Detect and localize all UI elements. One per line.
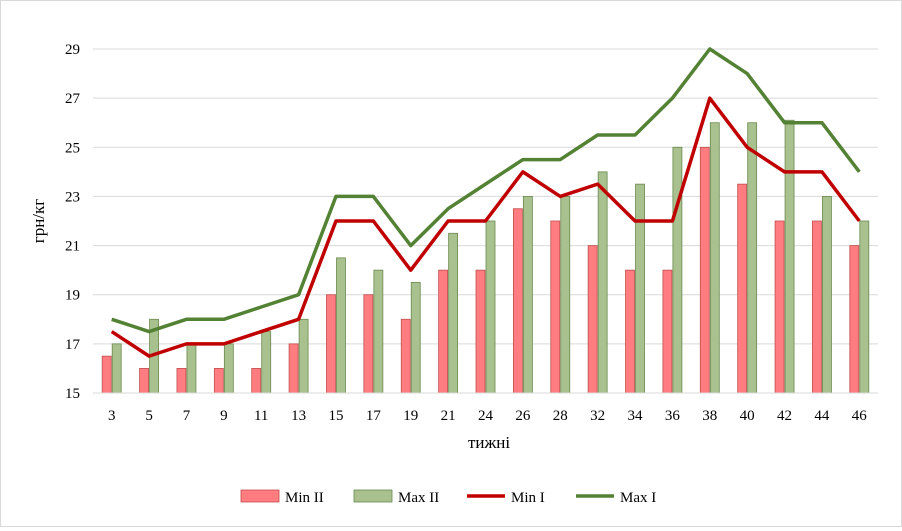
bar-min-ii	[699, 146, 710, 394]
bar-max-ii	[672, 146, 683, 394]
bar-max-ii	[522, 196, 533, 394]
x-tick-label: 17	[366, 408, 382, 424]
x-tick-label: 21	[441, 408, 456, 424]
bar-max-ii	[261, 331, 272, 394]
y-tick-label: 15	[65, 386, 80, 402]
y-tick-label: 21	[65, 239, 80, 255]
bar-min-ii	[326, 294, 336, 394]
bar-min-ii	[587, 245, 598, 394]
x-tick-label: 28	[553, 408, 568, 424]
x-tick-label: 11	[254, 408, 268, 424]
bar-max-ii	[597, 171, 608, 394]
y-tick-label: 17	[65, 337, 81, 353]
bar-min-ii	[438, 269, 449, 394]
y-axis-title: грн/кг	[29, 199, 48, 244]
legend-swatch-min-ii	[240, 489, 280, 503]
x-axis-title: тижні	[468, 433, 510, 452]
bar-max-ii	[298, 318, 309, 394]
y-tick-label: 29	[65, 42, 80, 58]
bar-max-ii	[186, 343, 197, 394]
x-tick-label: 13	[291, 408, 306, 424]
x-tick-label: 24	[478, 408, 494, 424]
legend-swatch-max-ii	[353, 489, 393, 503]
line-max-i	[111, 47, 861, 334]
bar-max-ii	[747, 122, 758, 394]
x-tick-label: 40	[740, 408, 755, 424]
y-tick-label: 27	[65, 91, 81, 107]
bar-max-ii	[560, 196, 571, 394]
bar-min-ii	[288, 343, 299, 394]
y-tick-label: 25	[65, 140, 80, 156]
legend: Min II Max II Min I Max I	[240, 489, 656, 506]
bar-max-ii	[448, 232, 459, 394]
bar-max-ii	[410, 282, 421, 394]
bar-max-ii	[336, 257, 346, 394]
bar-max-ii	[709, 122, 720, 394]
bar-min-ii	[812, 220, 822, 394]
bar-min-ii	[550, 220, 561, 394]
bar-max-ii	[373, 269, 384, 394]
legend-label-min-ii: Min II	[285, 490, 324, 506]
bar-max-ii	[859, 220, 870, 394]
x-tick-label: 46	[852, 408, 868, 424]
legend-label-max-i: Max I	[620, 490, 656, 506]
bar-min-ii	[139, 368, 149, 394]
bar-min-ii	[251, 368, 262, 394]
x-tick-label: 38	[702, 408, 717, 424]
bar-min-ii	[512, 208, 523, 394]
legend-label-min-i: Min I	[511, 490, 545, 506]
line-min-i	[110, 96, 861, 358]
x-tick-label: 34	[628, 408, 644, 424]
x-tick-label: 36	[665, 408, 681, 424]
x-tick-label: 5	[145, 408, 153, 424]
bar-min-ii	[101, 355, 112, 394]
x-tick-label: 44	[814, 408, 830, 424]
bar-min-ii	[662, 269, 673, 394]
bar-max-ii	[111, 343, 122, 394]
x-tick-label: 9	[220, 408, 228, 424]
bar-min-ii	[849, 245, 860, 394]
bar-max-ii	[822, 196, 832, 394]
bar-min-ii	[475, 269, 486, 394]
y-tick-label: 23	[65, 189, 80, 205]
bar-max-ii	[784, 119, 795, 394]
bar-min-ii	[625, 269, 635, 394]
bar-min-ii	[400, 318, 411, 394]
legend-label-max-ii: Max II	[398, 490, 439, 506]
bar-min-ii	[176, 368, 187, 394]
bar-min-ii	[363, 294, 374, 394]
x-tick-label: 15	[328, 408, 343, 424]
bar-min-ii	[774, 220, 785, 394]
x-tick-label: 42	[777, 408, 792, 424]
bar-max-ii	[635, 183, 645, 394]
x-tick-label: 7	[183, 408, 191, 424]
x-tick-label: 26	[515, 408, 531, 424]
bar-max-ii	[485, 220, 496, 394]
x-tick-label: 3	[108, 408, 116, 424]
y-tick-label: 19	[65, 288, 80, 304]
bar-max-ii	[223, 343, 234, 394]
bar-min-ii	[213, 368, 224, 394]
x-tick-label: 32	[590, 408, 605, 424]
x-tick-label: 19	[403, 408, 418, 424]
bar-min-ii	[737, 183, 748, 394]
